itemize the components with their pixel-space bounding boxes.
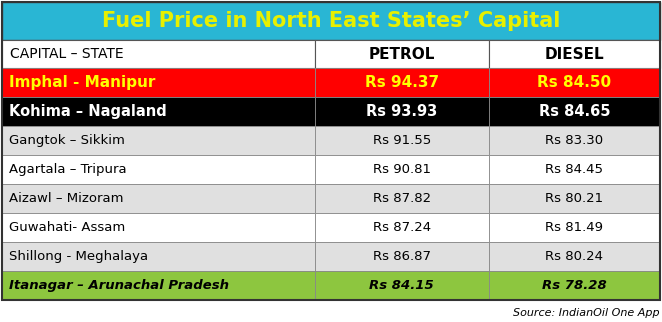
Text: Gangtok – Sikkim: Gangtok – Sikkim	[9, 134, 125, 147]
Bar	[489, 184, 660, 213]
Bar	[489, 213, 660, 242]
Text: Rs 84.65: Rs 84.65	[539, 104, 610, 119]
Bar	[2, 68, 314, 97]
Text: Agartala – Tripura: Agartala – Tripura	[9, 163, 126, 176]
Text: Rs 84.15: Rs 84.15	[369, 279, 434, 292]
Text: Aizawl – Mizoram: Aizawl – Mizoram	[9, 192, 124, 205]
Text: Rs 91.55: Rs 91.55	[373, 134, 431, 147]
Text: Rs 86.87: Rs 86.87	[373, 250, 431, 263]
Text: Rs 87.82: Rs 87.82	[373, 192, 431, 205]
Bar	[2, 155, 314, 184]
Bar	[2, 271, 314, 300]
Bar	[489, 155, 660, 184]
Bar	[489, 68, 660, 97]
Bar	[314, 242, 489, 271]
Text: Rs 93.93: Rs 93.93	[366, 104, 438, 119]
Bar	[489, 40, 660, 68]
Text: Kohima – Nagaland: Kohima – Nagaland	[9, 104, 167, 119]
Text: Rs 83.30: Rs 83.30	[545, 134, 604, 147]
Bar	[314, 68, 489, 97]
Bar	[314, 126, 489, 155]
Bar	[2, 40, 314, 68]
Bar	[2, 2, 660, 40]
Text: Fuel Price in North East States’ Capital: Fuel Price in North East States’ Capital	[102, 11, 560, 31]
Bar	[489, 97, 660, 126]
Text: Rs 84.45: Rs 84.45	[545, 163, 604, 176]
Text: Rs 84.50: Rs 84.50	[538, 75, 612, 90]
Text: Rs 87.24: Rs 87.24	[373, 221, 431, 234]
Bar	[314, 271, 489, 300]
Bar	[2, 184, 314, 213]
Bar	[2, 213, 314, 242]
Bar	[314, 155, 489, 184]
Text: Rs 80.24: Rs 80.24	[545, 250, 604, 263]
Text: CAPITAL – STATE: CAPITAL – STATE	[10, 47, 124, 61]
Text: Rs 81.49: Rs 81.49	[545, 221, 604, 234]
Text: Rs 90.81: Rs 90.81	[373, 163, 431, 176]
Text: Rs 94.37: Rs 94.37	[365, 75, 439, 90]
Text: Shillong - Meghalaya: Shillong - Meghalaya	[9, 250, 148, 263]
Bar	[314, 40, 489, 68]
Text: Rs 78.28: Rs 78.28	[542, 279, 607, 292]
Bar	[314, 184, 489, 213]
Bar	[2, 126, 314, 155]
Bar	[489, 126, 660, 155]
Bar	[489, 271, 660, 300]
Bar	[314, 213, 489, 242]
Text: Itanagar – Arunachal Pradesh: Itanagar – Arunachal Pradesh	[9, 279, 229, 292]
Text: Imphal - Manipur: Imphal - Manipur	[9, 75, 156, 90]
Text: DIESEL: DIESEL	[545, 46, 604, 62]
Text: Guwahati- Assam: Guwahati- Assam	[9, 221, 125, 234]
Text: Source: IndianOil One App: Source: IndianOil One App	[513, 308, 660, 318]
Text: Rs 80.21: Rs 80.21	[545, 192, 604, 205]
Text: PETROL: PETROL	[369, 46, 435, 62]
Bar	[2, 97, 314, 126]
Bar	[489, 242, 660, 271]
Bar	[2, 242, 314, 271]
Bar	[314, 97, 489, 126]
